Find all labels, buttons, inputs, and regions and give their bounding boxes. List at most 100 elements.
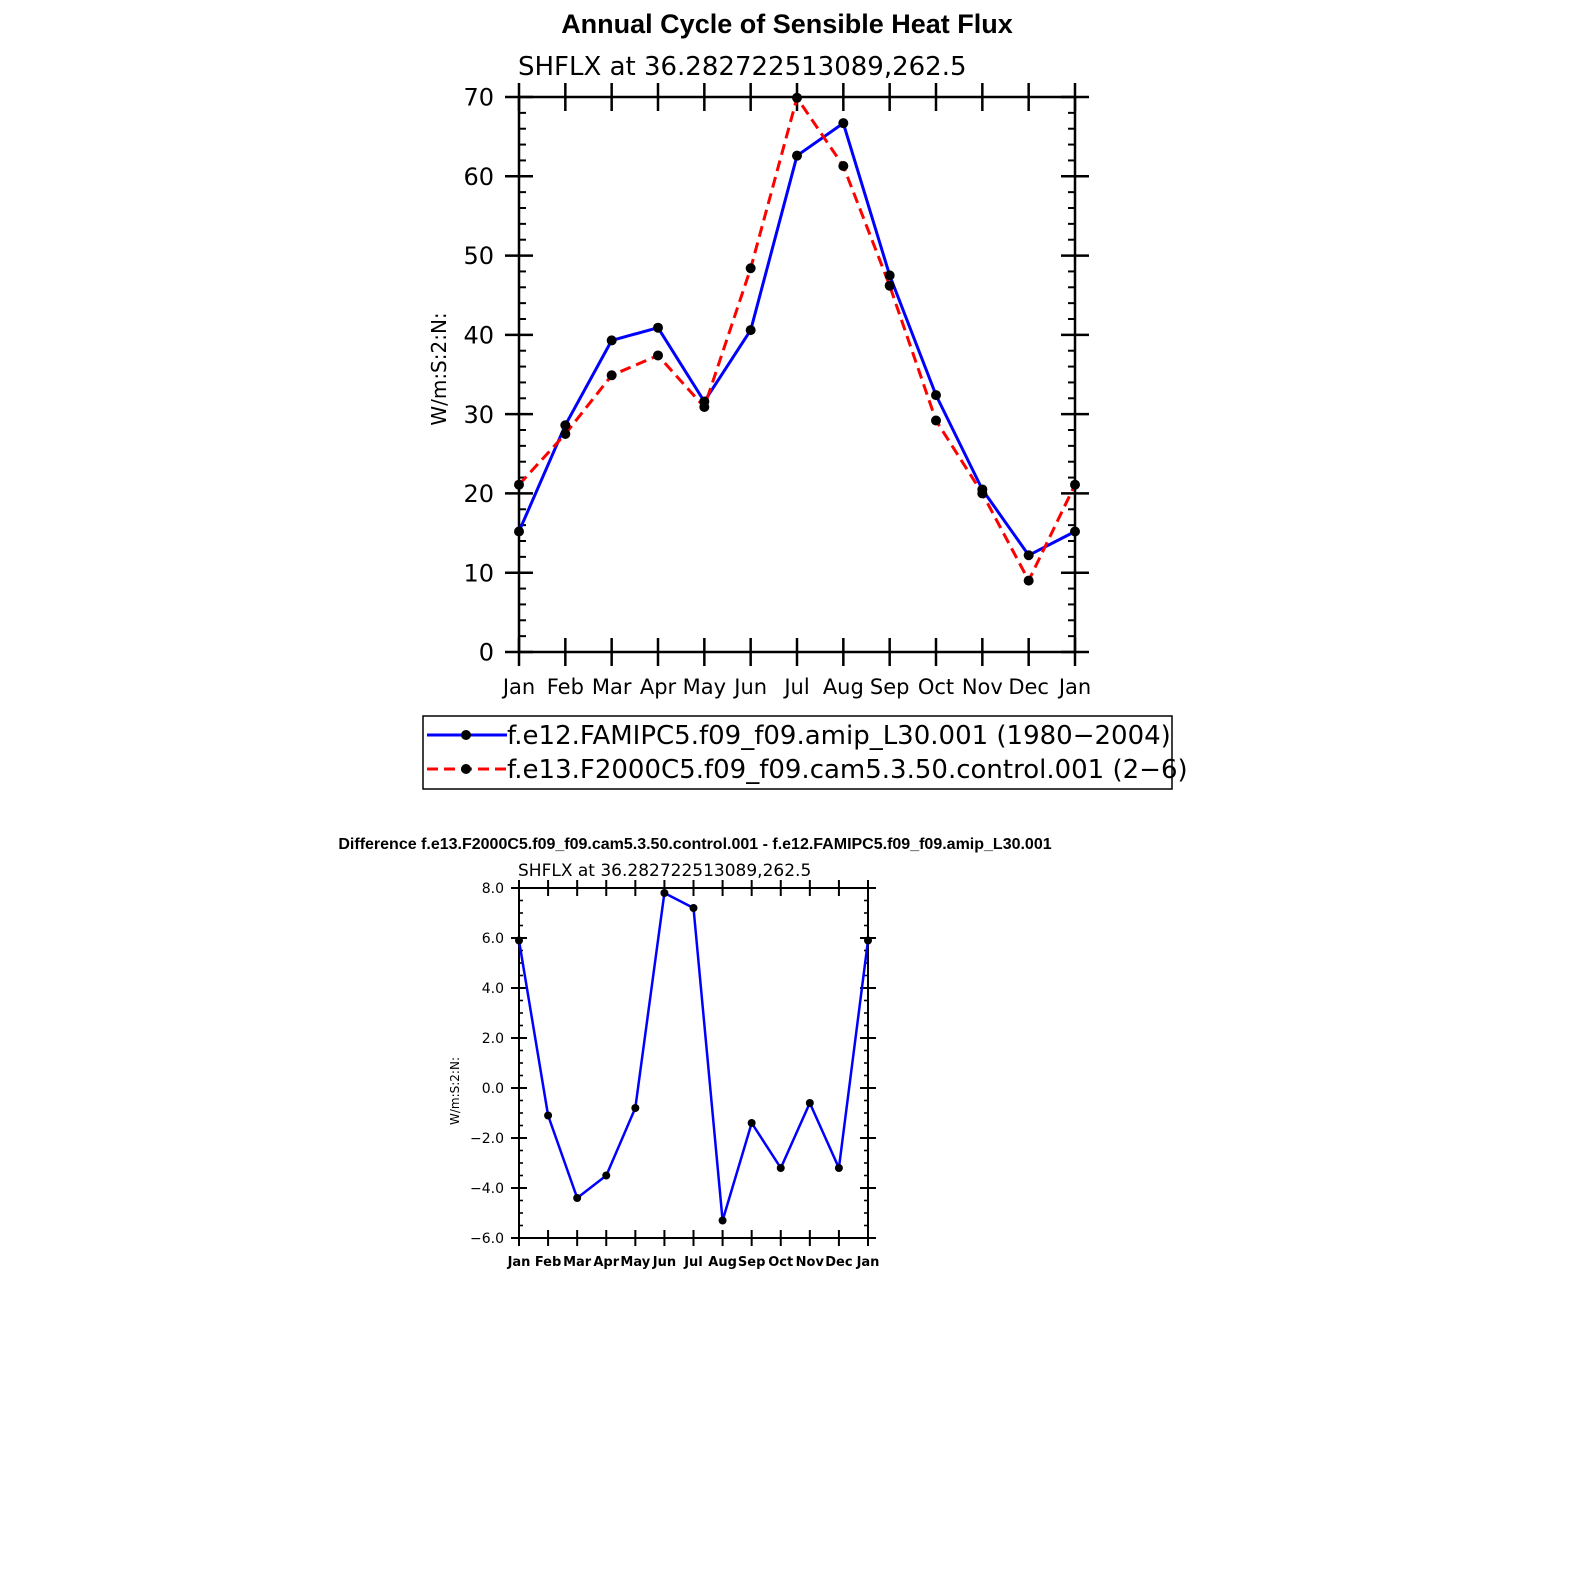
x-tick-label: Jul xyxy=(683,1255,703,1270)
data-point-0 xyxy=(653,322,663,333)
data-point-1 xyxy=(931,415,941,426)
legend-box xyxy=(422,715,1173,790)
data-point-0 xyxy=(884,270,895,281)
series-line-1 xyxy=(517,96,1077,583)
y-tick-label: 70 xyxy=(463,84,494,112)
y-tick-labels: 0 10 20 30 40 50 60 70 xyxy=(463,84,494,667)
y-tick-label: 2.0 xyxy=(482,1031,504,1047)
data-point-0 xyxy=(718,1216,727,1225)
data-point-1 xyxy=(1023,575,1034,586)
data-point-0 xyxy=(689,904,698,912)
y-tick-label: 0 xyxy=(479,639,494,667)
data-point-0 xyxy=(747,1119,756,1127)
x-tick-label: Jan xyxy=(856,1255,880,1270)
y-tick-label: −2.0 xyxy=(470,1131,504,1147)
x-tick-label: Aug xyxy=(708,1255,737,1270)
x-tick-label: Dec xyxy=(825,1255,852,1270)
data-point-1 xyxy=(560,428,571,439)
x-tick-label: Nov xyxy=(796,1255,825,1270)
data-point-0 xyxy=(1070,526,1080,537)
data-point-0 xyxy=(931,390,941,401)
data-point-1 xyxy=(792,92,802,103)
annual-cycle-chart: Annual Cycle of Sensible Heat Flux SHFLX… xyxy=(422,9,1188,790)
x-tick-label: Nov xyxy=(962,675,1003,699)
data-point-1 xyxy=(884,280,895,291)
x-tick-label: Jan xyxy=(1057,675,1091,699)
x-tick-label: Jun xyxy=(732,675,767,699)
plot-border xyxy=(518,887,869,1239)
legend-marker-control xyxy=(461,764,471,774)
y-tick-label: 60 xyxy=(463,163,494,191)
legend: f.e12.FAMIPC5.f09_f09.amip_L30.001 (1980… xyxy=(422,715,1188,790)
data-point-0 xyxy=(602,1171,611,1180)
difference-plot-frame xyxy=(511,880,876,1246)
y-tick-label: −4.0 xyxy=(470,1181,504,1197)
x-tick-label: Jul xyxy=(782,675,809,699)
y-tick-label: −6.0 xyxy=(470,1231,504,1247)
x-tick-label: Feb xyxy=(547,675,584,699)
difference-x-tick-labels: Jan Feb Mar Apr May Jun Jul Aug Sep Oct Nov Dec Jan xyxy=(507,1255,880,1270)
data-point-0 xyxy=(660,889,669,897)
chart-title: Annual Cycle of Sensible Heat Flux xyxy=(561,9,1013,39)
y-tick-label: 6.0 xyxy=(482,931,504,947)
x-tick-label: Jan xyxy=(501,675,535,699)
difference-title: Difference f.e13.F2000C5.f09_f09.cam5.3.… xyxy=(338,836,1051,853)
difference-y-tick-labels: −6.0 −4.0 −2.0 0.0 2.0 4.0 6.0 8.0 xyxy=(470,881,504,1247)
x-tick-label: Dec xyxy=(1008,675,1049,699)
legend-marker-amip xyxy=(461,730,471,740)
x-tick-label: Apr xyxy=(640,675,677,699)
x-tick-label: Sep xyxy=(870,675,910,699)
y-tick-label: 8.0 xyxy=(482,881,504,897)
data-point-0 xyxy=(864,936,872,945)
y-tick-label: 0.0 xyxy=(482,1081,504,1097)
x-tick-label: Mar xyxy=(592,675,632,699)
y-tick-label: 20 xyxy=(463,480,494,508)
y-tick-label: 4.0 xyxy=(482,981,504,997)
y-tick-label: 50 xyxy=(463,242,494,270)
plot-border xyxy=(517,95,1077,654)
x-tick-label: Apr xyxy=(593,1255,619,1270)
legend-label-control: f.e13.F2000C5.f09_f09.cam5.3.50.control.… xyxy=(507,755,1188,785)
x-tick-labels: Jan Feb Mar Apr May Jun Jul Aug Sep Oct Nov Dec Jan xyxy=(501,675,1091,699)
data-point-1 xyxy=(606,370,617,381)
data-point-0 xyxy=(745,325,756,336)
data-point-0 xyxy=(514,526,524,537)
legend-label-amip: f.e12.FAMIPC5.f09_f09.amip_L30.001 (1980… xyxy=(507,721,1171,751)
x-tick-label: Jan xyxy=(507,1255,531,1270)
data-point-0 xyxy=(560,420,571,431)
data-point-1 xyxy=(745,263,756,274)
difference-subtitle: SHFLX at 36.282722513089,262.5 xyxy=(518,861,811,881)
chart-subtitle: SHFLX at 36.282722513089,262.5 xyxy=(518,52,967,82)
y-tick-label: 10 xyxy=(463,559,494,587)
data-point-0 xyxy=(631,1104,640,1112)
data-point-0 xyxy=(776,1164,785,1172)
x-tick-label: Oct xyxy=(918,675,954,699)
data-point-0 xyxy=(838,118,849,129)
series-group xyxy=(514,92,1080,586)
data-point-1 xyxy=(699,402,710,413)
data-point-0 xyxy=(805,1099,814,1107)
x-tick-label: Mar xyxy=(563,1255,592,1270)
data-point-1 xyxy=(653,350,663,361)
data-point-1 xyxy=(838,160,849,171)
difference-chart: Difference f.e13.F2000C5.f09_f09.cam5.3.… xyxy=(338,836,1051,1270)
x-tick-label: Jun xyxy=(652,1255,676,1270)
data-point-0 xyxy=(1023,550,1034,561)
y-tick-label: 30 xyxy=(463,401,494,429)
x-tick-label: Feb xyxy=(535,1255,561,1270)
data-point-0 xyxy=(573,1194,582,1202)
series-line-0 xyxy=(517,121,1076,557)
data-point-0 xyxy=(792,150,802,161)
data-point-0 xyxy=(606,335,617,346)
x-tick-label: Aug xyxy=(823,675,864,699)
x-tick-label: May xyxy=(620,1255,650,1270)
x-tick-label: May xyxy=(683,675,726,699)
x-tick-label: Oct xyxy=(768,1255,793,1270)
data-point-1 xyxy=(514,479,524,490)
data-point-0 xyxy=(834,1164,843,1172)
y-tick-label: 40 xyxy=(463,321,494,349)
data-point-1 xyxy=(977,488,988,499)
data-point-0 xyxy=(544,1111,553,1120)
difference-series-group xyxy=(515,889,872,1225)
data-point-1 xyxy=(1070,479,1080,490)
